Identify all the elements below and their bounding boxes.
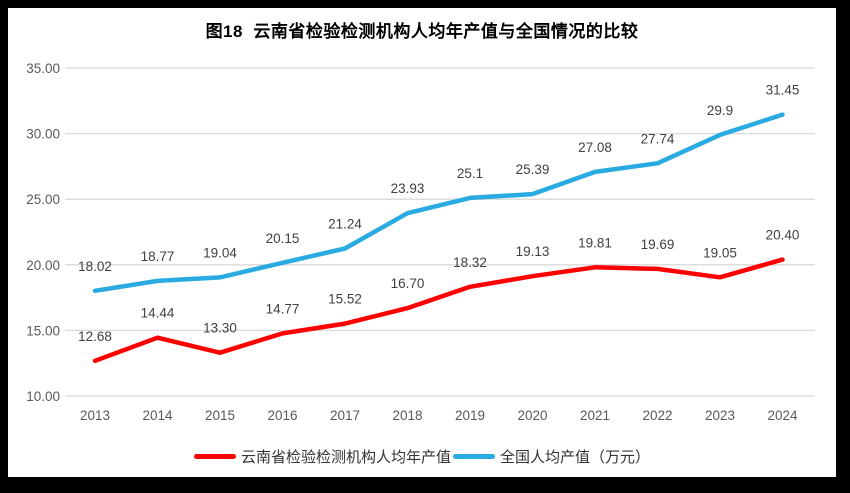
series-line-1 [92, 112, 785, 294]
data-label: 19.81 [578, 235, 612, 250]
data-label: 14.44 [141, 306, 175, 321]
data-label: 19.13 [516, 244, 550, 259]
data-label: 14.77 [266, 301, 300, 316]
x-tick-label: 2020 [517, 408, 547, 423]
data-label: 20.40 [766, 228, 800, 243]
series-line-0 [92, 257, 785, 364]
y-tick-label: 20.00 [26, 258, 60, 273]
legend: 云南省检验检测机构人均年产值 全国人均产值（万元） [8, 446, 836, 467]
data-label: 18.32 [453, 255, 487, 270]
y-tick-label: 25.00 [26, 192, 60, 207]
data-label: 18.02 [78, 259, 112, 274]
data-label: 31.45 [766, 83, 800, 98]
x-tick-label: 2024 [767, 408, 798, 423]
data-label: 15.52 [328, 292, 362, 307]
legend-item-national: 全国人均产值（万元） [453, 446, 650, 467]
data-label: 16.70 [391, 276, 425, 291]
data-label: 27.08 [578, 140, 612, 155]
data-label: 29.9 [707, 103, 733, 118]
data-label: 25.39 [516, 162, 550, 177]
x-tick-label: 2022 [642, 408, 672, 423]
y-tick-label: 30.00 [26, 127, 60, 142]
data-label: 18.77 [141, 249, 175, 264]
data-label: 19.05 [703, 245, 737, 260]
data-label: 13.30 [203, 321, 237, 336]
legend-swatch-blue-line [453, 454, 495, 459]
data-label: 21.24 [328, 217, 362, 232]
x-tick-label: 2015 [205, 408, 235, 423]
x-tick-label: 2021 [580, 408, 610, 423]
data-label: 25.1 [457, 166, 483, 181]
legend-label-national: 全国人均产值（万元） [500, 449, 651, 466]
data-label: 27.74 [641, 131, 675, 146]
data-label: 20.15 [266, 231, 300, 246]
data-label: 19.04 [203, 245, 237, 260]
legend-item-yunnan: 云南省检验检测机构人均年产值 [193, 446, 451, 467]
data-label: 19.69 [641, 237, 675, 252]
x-tick-label: 2019 [455, 408, 485, 423]
data-label: 23.93 [391, 181, 425, 196]
legend-label-yunnan: 云南省检验检测机构人均年产值 [240, 449, 451, 466]
x-tick-label: 2013 [80, 408, 110, 423]
line-chart: 35.00 30.00 25.00 20.00 15.00 10.00 2013 2014 20… [26, 61, 815, 423]
data-label: 12.68 [78, 329, 112, 344]
chart-title: 图18 云南省检验检测机构人均年产值与全国情况的比较 [205, 22, 639, 41]
y-tick-label: 10.00 [26, 389, 60, 404]
x-tick-label: 2016 [267, 408, 297, 423]
x-tick-label: 2018 [392, 408, 422, 423]
x-tick-label: 2017 [330, 408, 360, 423]
chart-content-area: 图18 云南省检验检测机构人均年产值与全国情况的比较 35.00 30.00 25.… [8, 8, 836, 477]
legend-swatch-red-line [193, 454, 236, 459]
x-tick-label: 2014 [142, 408, 173, 423]
x-tick-label: 2023 [705, 408, 735, 423]
y-tick-label: 35.00 [26, 61, 60, 76]
y-tick-label: 15.00 [26, 323, 60, 338]
